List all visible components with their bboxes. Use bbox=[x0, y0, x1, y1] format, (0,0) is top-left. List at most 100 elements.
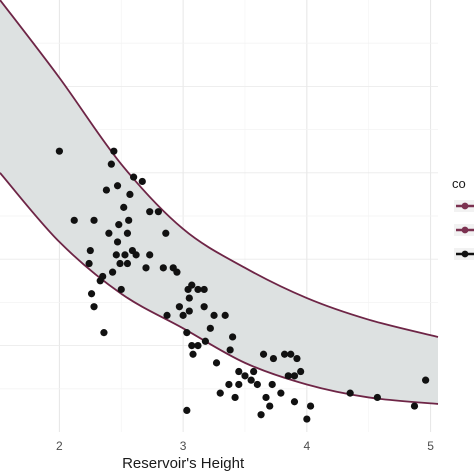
x-tick-label: 5 bbox=[427, 439, 434, 453]
x-tick-label: 4 bbox=[304, 439, 311, 453]
data-point bbox=[115, 221, 123, 229]
data-point bbox=[116, 259, 124, 268]
data-point bbox=[287, 350, 295, 358]
data-point bbox=[108, 268, 117, 276]
legend-title: co bbox=[452, 176, 466, 191]
data-point bbox=[422, 376, 430, 384]
data-point bbox=[105, 229, 113, 237]
data-point bbox=[253, 380, 261, 389]
data-point bbox=[120, 203, 128, 211]
data-point bbox=[200, 303, 208, 311]
data-point bbox=[241, 372, 249, 380]
data-point bbox=[250, 367, 258, 376]
data-point bbox=[112, 251, 120, 259]
data-point bbox=[210, 311, 218, 319]
data-point bbox=[70, 216, 78, 224]
data-point bbox=[280, 350, 289, 358]
data-point bbox=[162, 229, 170, 237]
data-point bbox=[123, 229, 132, 237]
data-point bbox=[85, 259, 93, 268]
data-point bbox=[146, 208, 154, 216]
band-upper-edge bbox=[0, 0, 439, 338]
data-point bbox=[259, 350, 268, 358]
data-point bbox=[293, 354, 301, 363]
data-point bbox=[297, 367, 305, 376]
data-point bbox=[212, 359, 221, 367]
data-point bbox=[117, 285, 125, 294]
data-point bbox=[290, 398, 299, 406]
data-point bbox=[87, 290, 96, 298]
legend-key-point bbox=[461, 250, 469, 258]
data-point bbox=[175, 303, 184, 311]
data-point bbox=[163, 311, 171, 319]
data-point bbox=[125, 216, 133, 224]
data-point bbox=[225, 380, 233, 389]
data-point bbox=[269, 354, 278, 363]
confidence-band bbox=[0, 0, 438, 404]
data-point bbox=[201, 337, 209, 345]
data-point bbox=[188, 342, 196, 350]
data-point bbox=[235, 367, 243, 376]
data-point bbox=[138, 177, 146, 186]
x-tick-labels: 2 3 4 5 bbox=[56, 439, 434, 453]
data-point bbox=[277, 389, 285, 397]
data-point bbox=[231, 393, 239, 402]
data-point bbox=[159, 264, 167, 272]
data-point bbox=[90, 216, 98, 224]
data-point bbox=[226, 346, 234, 354]
scatter-points bbox=[55, 147, 430, 423]
data-point bbox=[303, 415, 311, 423]
data-point bbox=[247, 376, 255, 384]
data-point bbox=[132, 251, 140, 259]
data-point bbox=[123, 259, 132, 268]
data-point bbox=[113, 182, 122, 190]
data-point bbox=[102, 186, 111, 194]
data-point bbox=[216, 389, 224, 397]
data-point bbox=[284, 372, 292, 380]
data-point bbox=[189, 350, 197, 358]
data-point bbox=[146, 251, 154, 259]
data-point bbox=[221, 311, 229, 319]
data-point bbox=[126, 190, 134, 198]
data-point bbox=[235, 380, 243, 389]
data-point bbox=[194, 285, 202, 294]
data-point bbox=[410, 402, 419, 410]
data-point bbox=[262, 393, 270, 402]
data-point bbox=[55, 147, 63, 155]
data-point bbox=[373, 393, 381, 402]
data-point bbox=[266, 402, 274, 410]
data-point bbox=[99, 272, 107, 281]
data-point bbox=[130, 173, 138, 181]
x-axis-title: Reservoir's Height bbox=[122, 455, 245, 472]
data-point bbox=[194, 342, 202, 350]
data-point bbox=[257, 411, 265, 419]
data-point bbox=[90, 303, 98, 311]
legend-key-point bbox=[461, 226, 469, 234]
data-point bbox=[154, 208, 162, 216]
data-point bbox=[142, 264, 150, 272]
legend-keys bbox=[454, 200, 474, 260]
data-point bbox=[185, 294, 193, 302]
data-point bbox=[268, 380, 276, 389]
data-point bbox=[179, 311, 187, 319]
data-point bbox=[113, 238, 122, 246]
legend: co bbox=[452, 176, 474, 260]
data-point bbox=[229, 333, 237, 341]
data-point bbox=[306, 402, 315, 410]
data-point bbox=[206, 324, 214, 332]
x-tick-label: 2 bbox=[56, 439, 63, 453]
data-point bbox=[121, 251, 129, 259]
data-point bbox=[188, 281, 196, 289]
data-point bbox=[183, 329, 191, 337]
data-point bbox=[183, 406, 191, 414]
data-point bbox=[173, 268, 181, 276]
data-point bbox=[86, 246, 94, 255]
data-point bbox=[107, 160, 115, 168]
x-tick-label: 3 bbox=[180, 439, 187, 453]
data-point bbox=[185, 307, 193, 315]
data-point bbox=[200, 285, 208, 294]
data-point bbox=[290, 372, 299, 380]
data-point bbox=[110, 147, 118, 155]
legend-key-point bbox=[461, 202, 469, 210]
